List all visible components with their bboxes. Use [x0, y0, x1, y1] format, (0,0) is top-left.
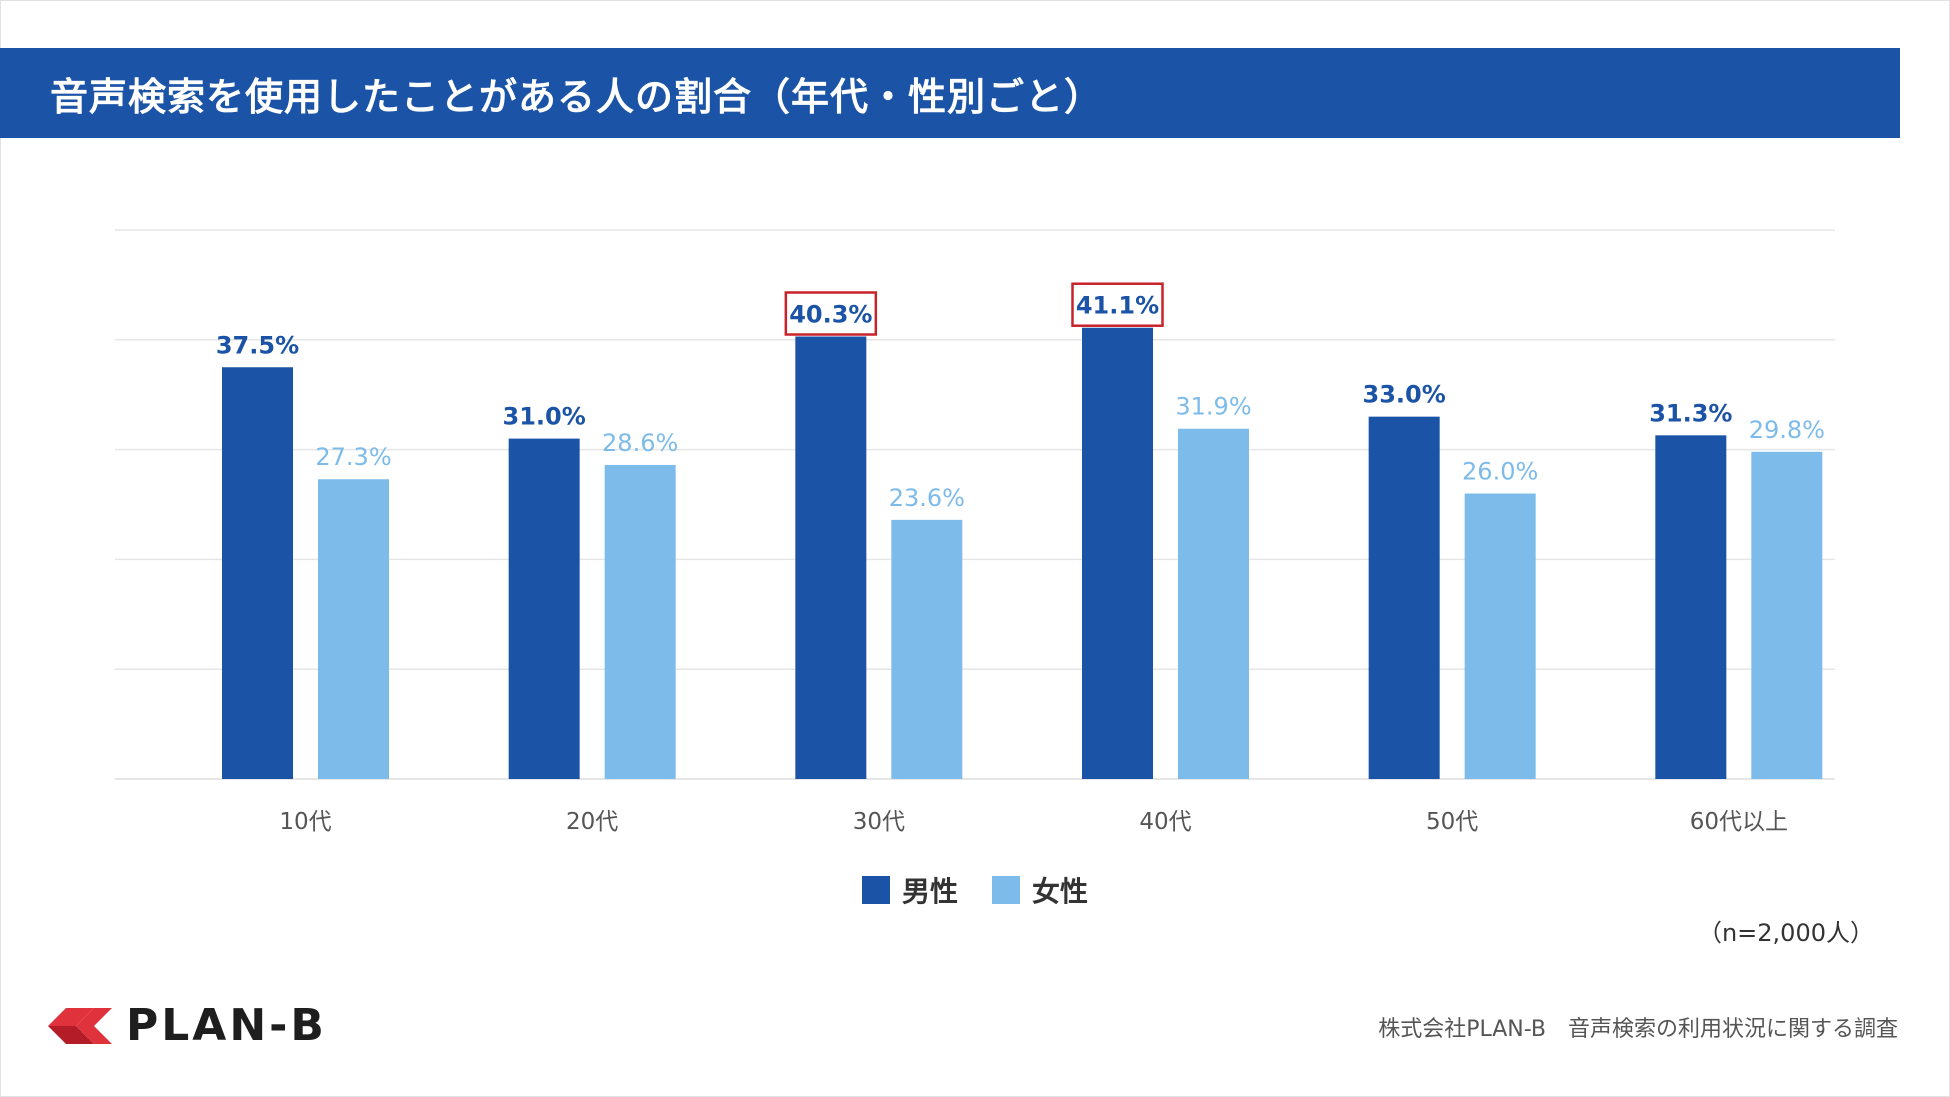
data-label-male: 33.0% — [1363, 381, 1446, 409]
data-label-male: 41.1% — [1076, 292, 1159, 320]
bar-female — [1178, 428, 1249, 779]
legend-label-male: 男性 — [901, 875, 958, 908]
bar-male — [795, 336, 867, 779]
title-bar: 音声検索を使用したことがある人の割合（年代・性別ごと） — [0, 48, 1900, 138]
bar-male — [1655, 435, 1727, 779]
data-label-female: 29.8% — [1749, 416, 1825, 444]
chart-legend: 男性 女性 — [0, 870, 1950, 910]
data-label-male: 40.3% — [789, 301, 872, 329]
source-note: 株式会社PLAN-B 音声検索の利用状況に関する調査 — [1378, 1017, 1898, 1042]
x-tick-label: 30代 — [853, 809, 905, 835]
legend-item-male: 男性 — [861, 870, 958, 910]
data-label-female: 27.3% — [315, 443, 391, 471]
bar-male — [508, 438, 580, 779]
x-tick-label: 40代 — [1139, 809, 1191, 835]
x-tick-label: 60代以上 — [1690, 809, 1788, 835]
data-label-male: 31.0% — [503, 403, 586, 431]
data-label-male: 37.5% — [216, 331, 299, 359]
bar-female — [1464, 493, 1536, 779]
plan-b-logo-icon — [48, 1007, 112, 1044]
bar-female — [1751, 451, 1823, 779]
legend-item-female: 女性 — [992, 870, 1088, 910]
data-label-male: 31.3% — [1649, 399, 1732, 427]
bar-male — [222, 367, 293, 779]
sample-size-note: （n=2,000人） — [1697, 919, 1874, 947]
bar-female — [891, 519, 963, 779]
x-tick-label: 20代 — [566, 809, 618, 835]
data-label-female: 31.9% — [1175, 393, 1251, 421]
page-title: 音声検索を使用したことがある人の割合（年代・性別ごと） — [50, 74, 1104, 119]
legend-swatch-male — [861, 876, 890, 904]
data-label-female: 23.6% — [889, 484, 965, 512]
highlight-box — [784, 291, 878, 336]
bar-female — [318, 479, 389, 779]
bar-female — [604, 464, 676, 779]
bar-male — [1368, 416, 1440, 779]
x-tick-label: 50代 — [1426, 809, 1478, 835]
highlight-box — [1071, 282, 1164, 327]
data-label-female: 26.0% — [1462, 458, 1538, 486]
x-tick-label: 10代 — [279, 809, 331, 835]
bar-male — [1082, 327, 1153, 779]
legend-swatch-female — [992, 876, 1020, 904]
legend-label-female: 女性 — [1032, 875, 1089, 908]
brand-logo: PLAN-B — [48, 1000, 327, 1051]
brand-name: PLAN-B — [126, 1000, 327, 1051]
data-label-female: 28.6% — [602, 429, 678, 457]
